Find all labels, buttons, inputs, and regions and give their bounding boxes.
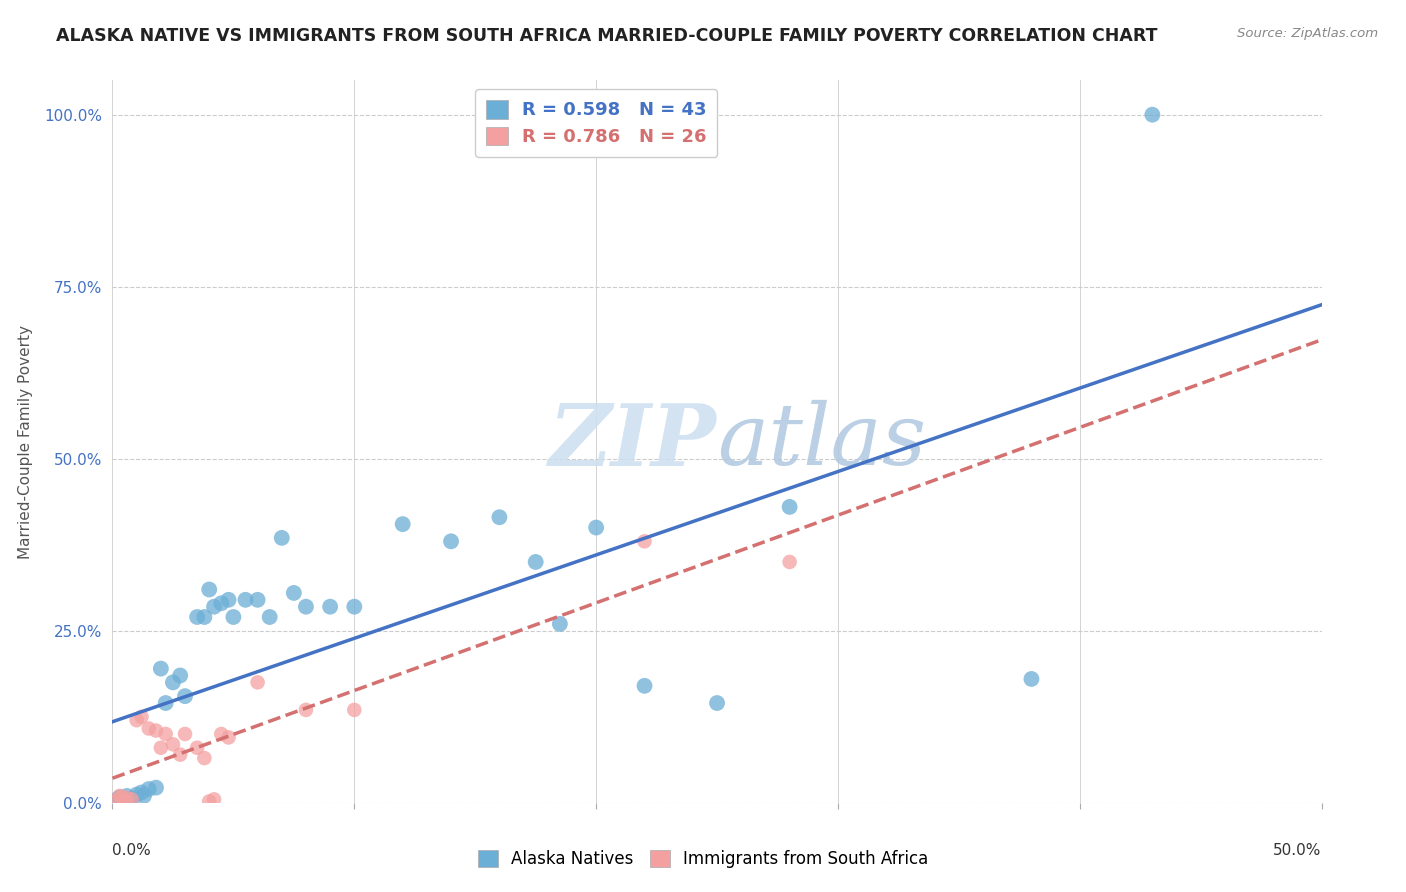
- Point: [149, 662, 172, 676]
- Point: [633, 679, 655, 693]
- Point: [125, 788, 148, 802]
- Point: [198, 582, 221, 597]
- Point: [169, 747, 191, 762]
- Point: [343, 703, 366, 717]
- Text: atlas: atlas: [717, 401, 927, 483]
- Point: [125, 713, 148, 727]
- Text: 50.0%: 50.0%: [1274, 843, 1322, 857]
- Point: [295, 703, 318, 717]
- Point: [488, 510, 510, 524]
- Legend: Alaska Natives, Immigrants from South Africa: Alaska Natives, Immigrants from South Af…: [471, 843, 935, 875]
- Point: [202, 599, 225, 614]
- Point: [114, 794, 136, 808]
- Point: [111, 790, 134, 805]
- Text: Source: ZipAtlas.com: Source: ZipAtlas.com: [1237, 27, 1378, 40]
- Point: [108, 790, 131, 805]
- Point: [283, 586, 305, 600]
- Point: [209, 596, 232, 610]
- Point: [162, 737, 184, 751]
- Point: [585, 520, 607, 534]
- Point: [246, 592, 269, 607]
- Point: [186, 610, 208, 624]
- Point: [105, 792, 128, 806]
- Point: [138, 722, 160, 736]
- Point: [235, 592, 257, 607]
- Point: [222, 610, 245, 624]
- Point: [548, 616, 571, 631]
- Point: [198, 794, 221, 808]
- Point: [118, 792, 141, 806]
- Text: 0.0%: 0.0%: [112, 843, 152, 857]
- Point: [259, 610, 281, 624]
- Point: [193, 751, 215, 765]
- Text: ZIP: ZIP: [550, 400, 717, 483]
- Point: [186, 740, 208, 755]
- Point: [246, 675, 269, 690]
- Point: [145, 723, 167, 738]
- Point: [115, 791, 138, 805]
- Point: [105, 792, 128, 806]
- Point: [131, 710, 153, 724]
- Y-axis label: Married-Couple Family Poverty: Married-Couple Family Poverty: [18, 325, 32, 558]
- Point: [155, 727, 177, 741]
- Point: [202, 792, 225, 806]
- Point: [115, 789, 138, 803]
- Legend: R = 0.598   N = 43, R = 0.786   N = 26: R = 0.598 N = 43, R = 0.786 N = 26: [475, 89, 717, 157]
- Point: [524, 555, 547, 569]
- Point: [218, 731, 240, 745]
- Point: [295, 599, 318, 614]
- Point: [131, 785, 153, 799]
- Point: [132, 789, 155, 803]
- Point: [1021, 672, 1043, 686]
- Point: [440, 534, 463, 549]
- Point: [145, 780, 167, 795]
- Point: [1142, 108, 1164, 122]
- Point: [111, 794, 134, 808]
- Point: [633, 534, 655, 549]
- Point: [270, 531, 292, 545]
- Point: [114, 794, 136, 808]
- Point: [391, 517, 413, 532]
- Point: [193, 610, 215, 624]
- Point: [209, 727, 232, 741]
- Point: [779, 500, 801, 514]
- Point: [218, 592, 240, 607]
- Point: [138, 782, 160, 797]
- Text: ALASKA NATIVE VS IMMIGRANTS FROM SOUTH AFRICA MARRIED-COUPLE FAMILY POVERTY CORR: ALASKA NATIVE VS IMMIGRANTS FROM SOUTH A…: [56, 27, 1157, 45]
- Point: [319, 599, 342, 614]
- Point: [706, 696, 728, 710]
- Point: [174, 689, 197, 703]
- Point: [121, 791, 143, 805]
- Point: [162, 675, 184, 690]
- Point: [155, 696, 177, 710]
- Point: [174, 727, 197, 741]
- Point: [121, 792, 143, 806]
- Point: [343, 599, 366, 614]
- Point: [149, 740, 172, 755]
- Point: [108, 789, 131, 803]
- Point: [169, 668, 191, 682]
- Point: [779, 555, 801, 569]
